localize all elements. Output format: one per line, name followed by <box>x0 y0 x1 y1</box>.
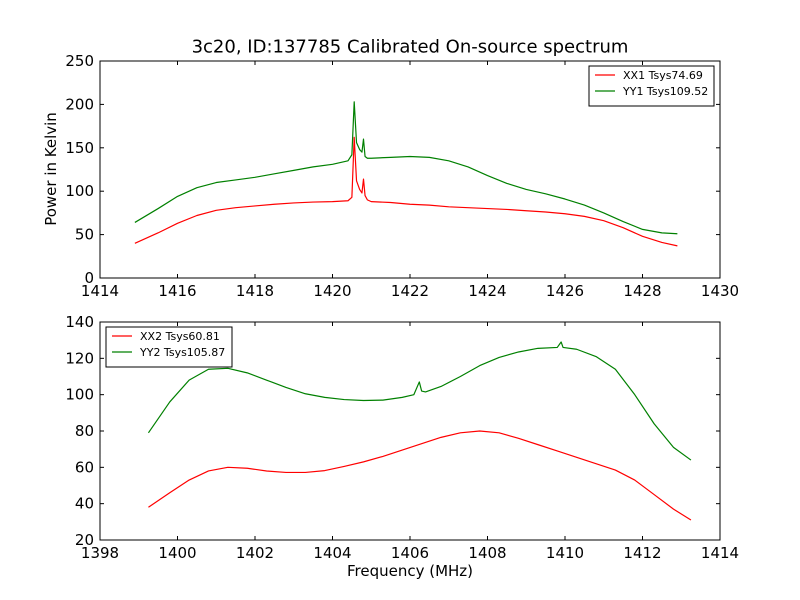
chart-title: 3c20, ID:137785 Calibrated On-source spe… <box>192 37 629 58</box>
y-tick-label: 50 <box>75 226 94 244</box>
y-tick-label: 140 <box>65 313 94 331</box>
series-line-1-2 <box>134 101 678 235</box>
y-tick-label: 200 <box>65 95 94 113</box>
x-tick-label: 1400 <box>158 544 196 562</box>
y-tick-label: 60 <box>75 458 94 476</box>
y-tick-label: 80 <box>75 422 94 440</box>
bottom-panel: 1398 1400 1402 1404 1406 1408 1410 1412 1414 20 40… <box>65 313 739 562</box>
x-tick-label: 1408 <box>468 544 506 562</box>
series-line-2-2 <box>147 341 692 461</box>
x-axis-label: Frequency (MHz) <box>347 562 473 580</box>
y-tick-label: 100 <box>65 386 94 404</box>
x-tick-label: 1412 <box>623 544 661 562</box>
x-tick-label: 1424 <box>468 282 506 300</box>
legend-box <box>105 326 233 368</box>
x-tick-label: 1404 <box>313 544 351 562</box>
x-tick-label: 1406 <box>391 544 429 562</box>
x-tick-label: 1414 <box>701 544 739 562</box>
x-tick-label: 1420 <box>313 282 351 300</box>
legend: XX1 Tsys74.69 YY1 Tsys109.52 <box>588 65 715 107</box>
x-tick-label: 1410 <box>546 544 584 562</box>
y-tick-label: 100 <box>65 182 94 200</box>
x-tick-label: 1416 <box>158 282 196 300</box>
x-tick-label: 1418 <box>236 282 274 300</box>
top-panel: 1414 1416 1418 1420 1422 1424 1426 1428 1430 0 50 1… <box>65 52 739 300</box>
x-tick-label: 1402 <box>236 544 274 562</box>
y-tick-label: 250 <box>65 52 94 70</box>
x-tick-label: 1430 <box>701 282 739 300</box>
y-tick-label: 150 <box>65 139 94 157</box>
y-tick-label: 20 <box>75 531 94 549</box>
x-tick-label: 1426 <box>546 282 584 300</box>
y-tick-label: 0 <box>84 269 94 287</box>
legend-label: YY1 Tsys109.52 <box>622 85 708 98</box>
y-axis-label: Power in Kelvin <box>42 112 60 226</box>
x-tick-label: 1398 <box>81 544 119 562</box>
x-tick-label: 1422 <box>391 282 429 300</box>
legend-label: XX2 Tsys60.81 <box>140 330 220 343</box>
series-line-1-1 <box>134 136 678 247</box>
legend-box <box>588 65 715 107</box>
legend-label: XX1 Tsys74.69 <box>623 69 703 82</box>
x-tick-label: 1428 <box>623 282 661 300</box>
legend-label: YY2 Tsys105.87 <box>139 346 225 359</box>
legend: XX2 Tsys60.81 YY2 Tsys105.87 <box>105 326 233 368</box>
y-tick-label: 40 <box>75 495 94 513</box>
series-line-2-1 <box>148 430 692 521</box>
x-tick-label: 1414 <box>81 282 119 300</box>
y-tick-label: 120 <box>65 349 94 367</box>
